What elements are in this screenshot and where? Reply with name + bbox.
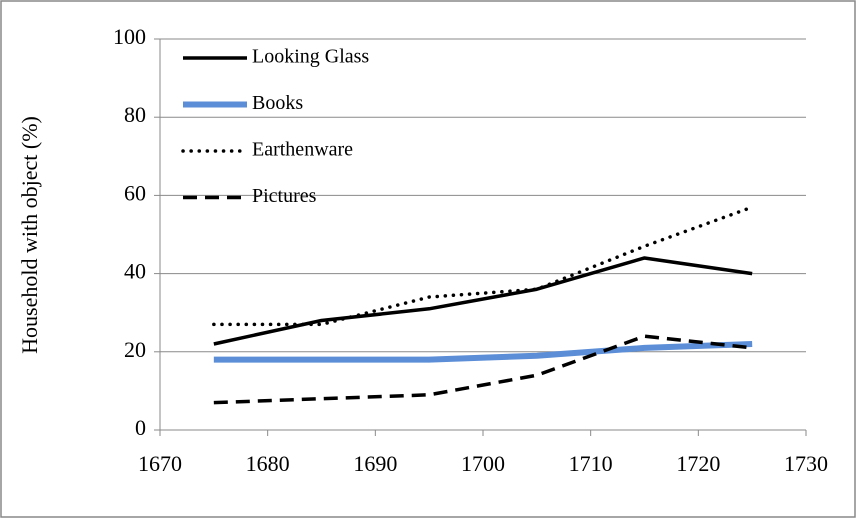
x-tick-label: 1670 [138, 451, 182, 476]
x-tick-label: 1720 [676, 451, 720, 476]
series-line [213, 334, 753, 405]
y-tick-label: 0 [135, 415, 146, 440]
series-line [213, 340, 753, 363]
x-tick-label: 1690 [353, 451, 397, 476]
x-tick-label: 1700 [461, 451, 505, 476]
legend-label: Pictures [252, 185, 317, 207]
series-line [212, 205, 754, 327]
y-tick-label: 40 [124, 259, 146, 284]
x-tick-label: 1730 [784, 451, 828, 476]
y-tick-label: 20 [124, 337, 146, 362]
legend-label: Books [252, 92, 303, 114]
legend-label: Looking Glass [252, 46, 369, 68]
y-tick-label: 80 [124, 102, 146, 127]
y-tick-label: 100 [113, 24, 146, 49]
y-axis-label: Household with object (%) [17, 116, 42, 354]
legend-label: Earthenware [252, 139, 353, 161]
y-tick-label: 60 [124, 180, 146, 205]
x-tick-label: 1680 [246, 451, 290, 476]
x-tick-label: 1710 [569, 451, 613, 476]
